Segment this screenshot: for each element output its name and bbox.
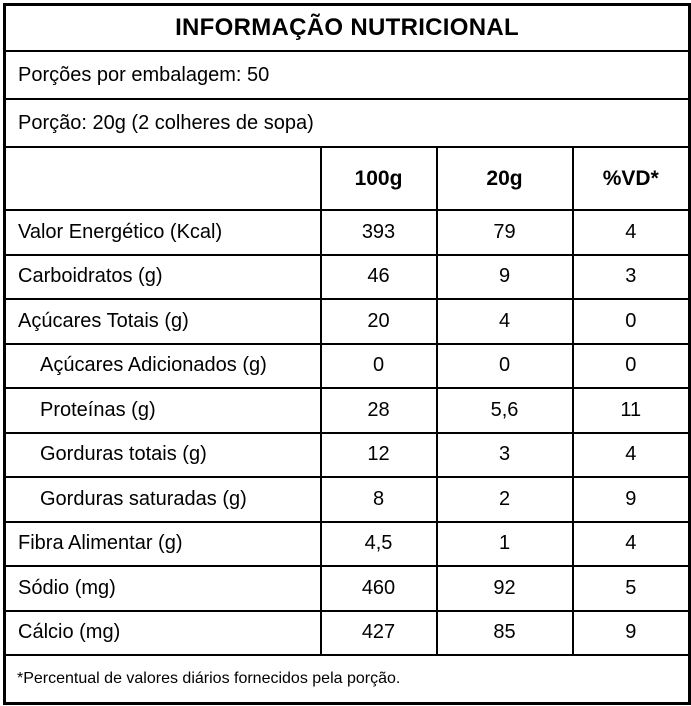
- title-row: INFORMAÇÃO NUTRICIONAL: [5, 5, 690, 52]
- value-percent-vd: 0: [571, 298, 690, 344]
- value-percent-vd: 5: [571, 565, 690, 611]
- value-percent-vd: 4: [571, 209, 690, 255]
- column-header-percent-vd: %VD*: [571, 146, 690, 210]
- page-title: INFORMAÇÃO NUTRICIONAL: [175, 14, 519, 41]
- value-20g: 1: [435, 520, 573, 566]
- servings-row: Porções por embalagem: 50: [4, 50, 690, 99]
- value-100g: 460: [319, 565, 437, 611]
- nutrient-label: Gorduras totais (g): [4, 431, 321, 477]
- value-percent-vd: 9: [571, 476, 690, 522]
- value-100g: 20: [319, 298, 437, 344]
- value-20g: 79: [435, 209, 573, 255]
- nutrition-table: INFORMAÇÃO NUTRICIONAL Porções por embal…: [3, 3, 691, 705]
- value-percent-vd: 4: [571, 431, 690, 477]
- portion-size-text: Porção: 20g (2 colheres de sopa): [4, 98, 690, 147]
- nutrient-label: Fibra Alimentar (g): [4, 520, 321, 566]
- nutrient-label: Açúcares Adicionados (g): [4, 342, 321, 388]
- servings-per-package-text: Porções por embalagem: 50: [4, 50, 690, 99]
- value-100g: 46: [319, 253, 437, 299]
- value-100g: 393: [319, 209, 437, 255]
- value-20g: 5,6: [435, 387, 573, 433]
- value-percent-vd: 3: [571, 253, 690, 299]
- nutrient-label: Gorduras saturadas (g): [4, 476, 321, 522]
- column-header-20g: 20g: [435, 146, 573, 210]
- nutrient-row-gorduras-totais: Gorduras totais (g) 12 3 4: [4, 431, 690, 477]
- value-100g: 427: [319, 609, 437, 655]
- value-20g: 2: [435, 476, 573, 522]
- value-20g: 4: [435, 298, 573, 344]
- nutrient-row-carboidratos: Carboidratos (g) 46 9 3: [4, 253, 690, 299]
- column-header-100g: 100g: [319, 146, 437, 210]
- value-percent-vd: 0: [571, 342, 690, 388]
- nutrient-row-sodio: Sódio (mg) 460 92 5: [4, 565, 690, 611]
- value-100g: 12: [319, 431, 437, 477]
- value-20g: 3: [435, 431, 573, 477]
- nutrient-row-acucares-adicionados: Açúcares Adicionados (g) 0 0 0: [4, 342, 690, 388]
- footnote-row: *Percentual de valores diários fornecido…: [4, 654, 690, 704]
- value-20g: 92: [435, 565, 573, 611]
- value-percent-vd: 9: [571, 609, 690, 655]
- nutrient-label: Açúcares Totais (g): [4, 298, 321, 344]
- column-header-row: 100g 20g %VD*: [4, 146, 690, 210]
- value-100g: 4,5: [319, 520, 437, 566]
- nutrient-row-calcio: Cálcio (mg) 427 85 9: [4, 609, 690, 655]
- footnote-text: *Percentual de valores diários fornecido…: [4, 654, 690, 704]
- column-header-blank: [4, 146, 321, 210]
- nutrient-label: Valor Energético (Kcal): [4, 209, 321, 255]
- nutrient-label: Sódio (mg): [4, 565, 321, 611]
- value-percent-vd: 4: [571, 520, 690, 566]
- nutrient-row-proteinas: Proteínas (g) 28 5,6 11: [4, 387, 690, 433]
- nutrient-row-fibra-alimentar: Fibra Alimentar (g) 4,5 1 4: [4, 520, 690, 566]
- value-percent-vd: 11: [571, 387, 690, 433]
- value-20g: 9: [435, 253, 573, 299]
- nutrient-row-acucares-totais: Açúcares Totais (g) 20 4 0: [4, 298, 690, 344]
- portion-row: Porção: 20g (2 colheres de sopa): [4, 98, 690, 147]
- value-100g: 8: [319, 476, 437, 522]
- nutrient-label: Proteínas (g): [4, 387, 321, 433]
- nutrient-label: Carboidratos (g): [4, 253, 321, 299]
- nutrient-row-gorduras-saturadas: Gorduras saturadas (g) 8 2 9: [4, 476, 690, 522]
- value-20g: 0: [435, 342, 573, 388]
- value-20g: 85: [435, 609, 573, 655]
- nutrient-label: Cálcio (mg): [4, 609, 321, 655]
- value-100g: 28: [319, 387, 437, 433]
- value-100g: 0: [319, 342, 437, 388]
- nutrient-row-valor-energetico: Valor Energético (Kcal) 393 79 4: [4, 209, 690, 255]
